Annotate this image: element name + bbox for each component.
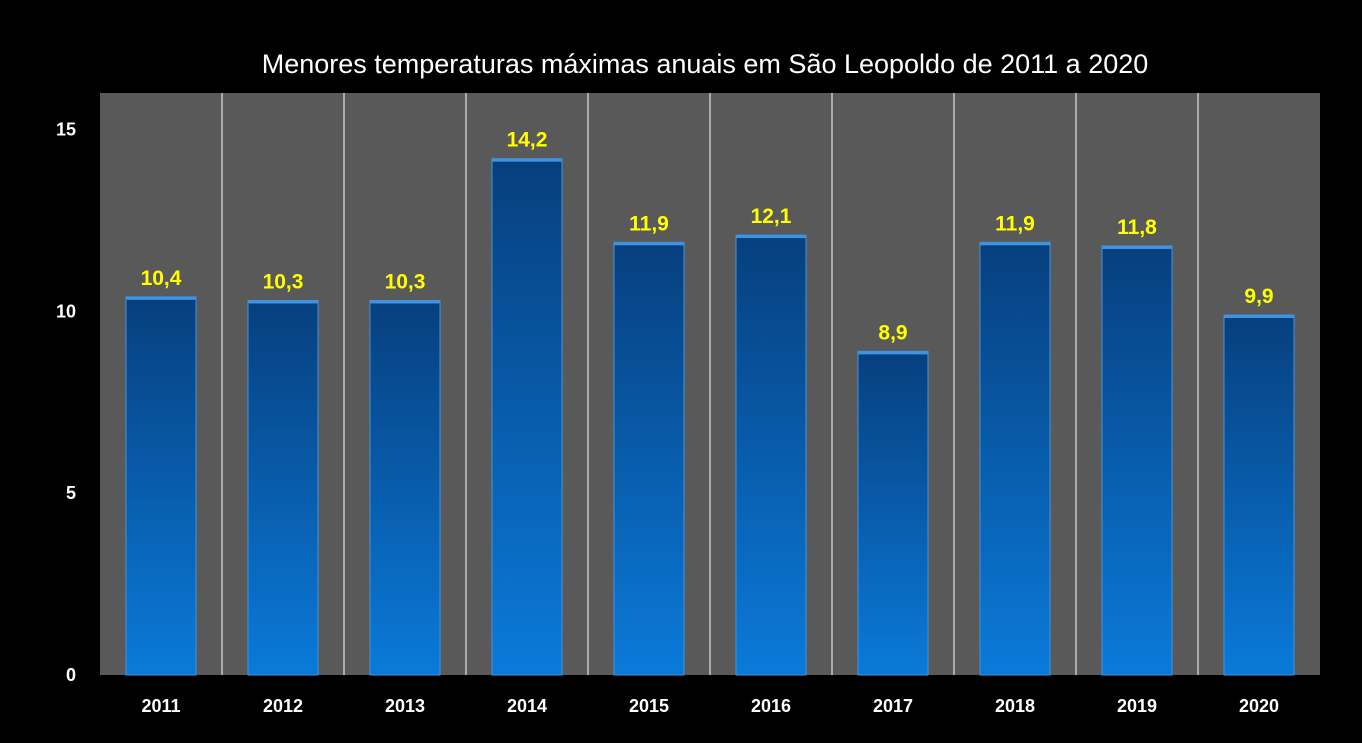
y-tick-label: 0 <box>66 665 76 685</box>
bar-top-edge <box>858 351 928 355</box>
x-tick-label: 2017 <box>873 696 913 716</box>
x-tick-label: 2016 <box>751 696 791 716</box>
data-label-2011: 10,4 <box>141 267 182 290</box>
chart-title: Menores temperaturas máximas anuais em S… <box>262 49 1149 79</box>
bar-2017 <box>857 350 929 676</box>
bar-2016 <box>735 234 807 676</box>
bar-top-edge <box>248 300 318 304</box>
x-tick-label: 2019 <box>1117 696 1157 716</box>
y-tick-label: 10 <box>56 301 76 321</box>
data-labels: 10,4 10,3 10,3 14,2 11,9 12,1 8,9 11,9 11,8 9,9 <box>141 129 1274 345</box>
bar-2015 <box>613 241 685 676</box>
x-tick-label: 2013 <box>385 696 425 716</box>
bar-top-edge <box>736 235 806 239</box>
bar-top-edge <box>614 242 684 246</box>
bar-2011 <box>125 296 197 676</box>
x-tick-label: 2020 <box>1239 696 1279 716</box>
data-label-2015: 11,9 <box>629 212 669 235</box>
data-label-2016: 12,1 <box>751 205 792 228</box>
x-tick-label: 2012 <box>263 696 303 716</box>
bar-top-edge <box>1102 245 1172 249</box>
x-tick-label: 2011 <box>141 696 180 716</box>
y-tick-label: 5 <box>66 483 76 503</box>
bar-2012 <box>247 299 319 676</box>
data-label-2019: 11,8 <box>1117 216 1157 239</box>
bars <box>125 158 1295 676</box>
data-label-2020: 9,9 <box>1244 285 1273 308</box>
bar-2019 <box>1101 245 1173 676</box>
x-tick-label: 2018 <box>995 696 1035 716</box>
bar-2018 <box>979 241 1051 676</box>
bar-top-edge <box>370 300 440 304</box>
bar-top-edge <box>492 158 562 162</box>
data-label-2012: 10,3 <box>263 270 304 293</box>
bar-2014 <box>491 158 563 676</box>
bar-top-edge <box>1224 315 1294 319</box>
x-tick-label: 2015 <box>629 696 669 716</box>
bar-top-edge <box>980 242 1050 246</box>
x-axis: 2011 2012 2013 2014 2015 2016 2017 2018 2019 2020 <box>141 696 1279 716</box>
gridlines <box>221 93 1199 675</box>
y-tick-label: 15 <box>56 120 76 140</box>
bar-2013 <box>369 299 441 676</box>
data-label-2018: 11,9 <box>995 212 1035 235</box>
data-label-2014: 14,2 <box>507 129 548 152</box>
data-label-2013: 10,3 <box>385 270 426 293</box>
data-label-2017: 8,9 <box>878 321 907 344</box>
y-axis: 0 5 10 15 <box>56 120 76 685</box>
x-tick-label: 2014 <box>507 696 547 716</box>
bar-2020 <box>1223 314 1295 676</box>
bar-top-edge <box>126 296 196 300</box>
